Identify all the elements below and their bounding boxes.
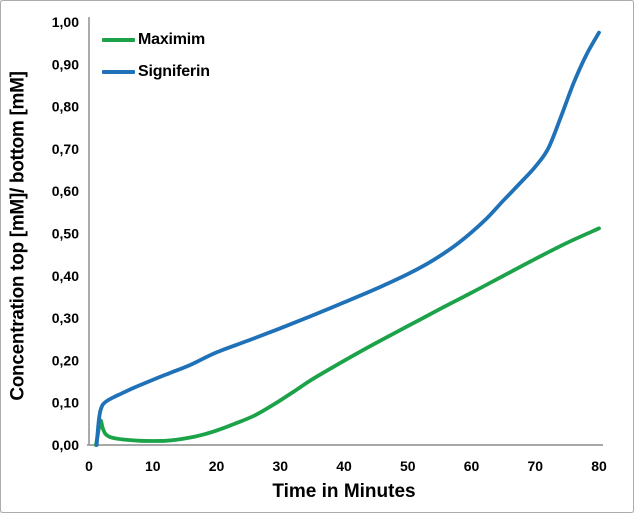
maximim-line-swatch — [102, 38, 135, 42]
y-tick-label: 0,10 — [52, 395, 79, 411]
legend-item-maximim: Maximim — [102, 28, 210, 52]
y-tick-label: 0,50 — [52, 226, 79, 242]
x-tick-label: 70 — [527, 458, 543, 474]
y-tick-label: 0,60 — [52, 183, 79, 199]
series-line-signiferin — [94, 30, 601, 447]
x-tick-label: 10 — [145, 458, 161, 474]
x-tick-label: 0 — [85, 458, 93, 474]
y-axis-title-text: Concentration top [mM]/ bottom [mM] — [8, 71, 29, 401]
y-tick-label: 0,00 — [52, 437, 79, 453]
legend: Maximim Signiferin — [102, 28, 210, 92]
x-tick-label: 50 — [400, 458, 416, 474]
signiferin-line-swatch — [102, 70, 135, 74]
legend-label-maximim: Maximim — [138, 31, 206, 48]
y-axis-title: Concentration top [mM]/ bottom [mM] — [1, 1, 37, 471]
y-tick-label: 0,80 — [52, 99, 79, 115]
x-tick-label: 80 — [591, 458, 607, 474]
x-tick-label: 30 — [272, 458, 288, 474]
y-tick-label: 0,30 — [52, 310, 79, 326]
x-axis-title: Time in Minutes — [272, 481, 416, 502]
x-tick-label: 20 — [209, 458, 225, 474]
y-tick-label: 1,00 — [52, 14, 79, 30]
y-tick-label: 0,70 — [52, 141, 79, 157]
x-tick-label: 60 — [464, 458, 480, 474]
legend-label-signiferin: Signiferin — [138, 63, 210, 80]
series-line-maximim — [94, 226, 601, 447]
y-tick-label: 0,90 — [52, 56, 79, 72]
y-tick-label: 0,20 — [52, 352, 79, 368]
x-tick-label: 40 — [336, 458, 352, 474]
y-tick-label: 0,40 — [52, 268, 79, 284]
legend-item-signiferin: Signiferin — [102, 60, 210, 84]
